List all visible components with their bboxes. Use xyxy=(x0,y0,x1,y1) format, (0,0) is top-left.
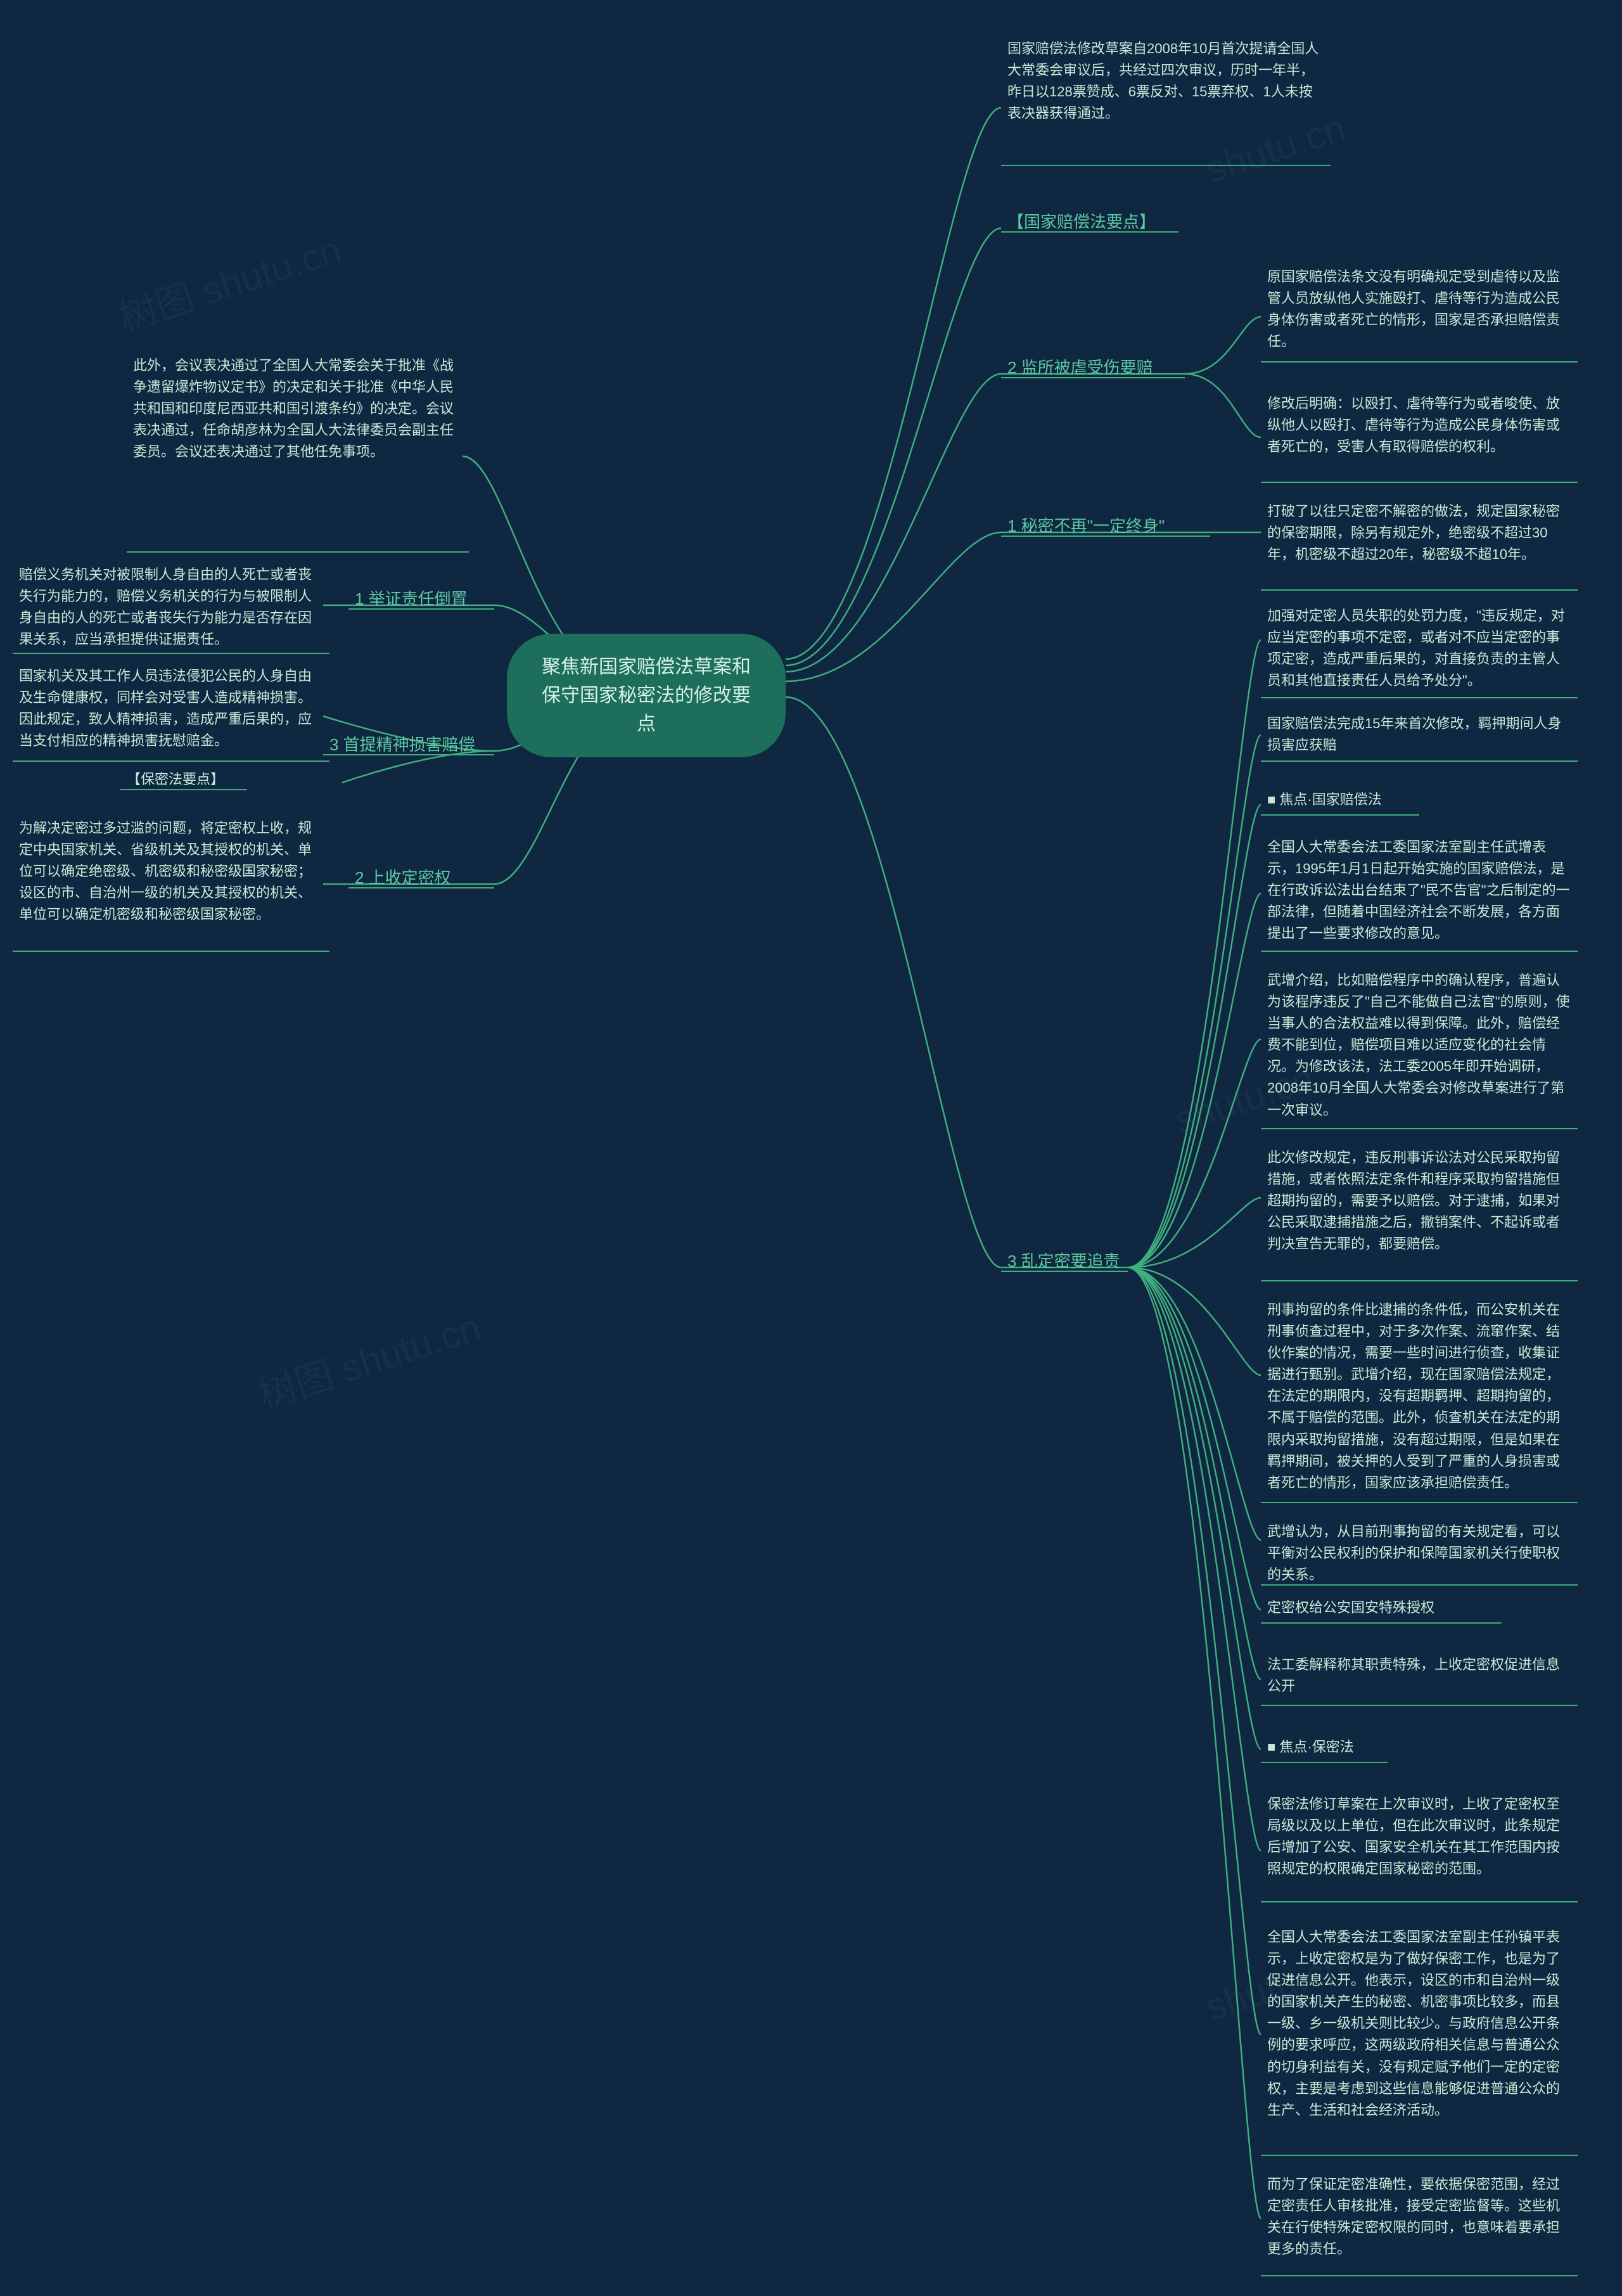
left-b1-label[interactable]: 1 举证责任倒置 xyxy=(355,586,468,610)
right-points-label[interactable]: 【国家赔偿法要点】 xyxy=(1007,209,1156,233)
r3-item-5: 此次修改规定，违反刑事诉讼法对公民采取拘留措施，或者依照法定条件和程序采取拘留措… xyxy=(1267,1147,1571,1255)
r3-item-6: 刑事拘留的条件比逮捕的条件低，而公安机关在刑事侦查过程中，对于多次作案、流窜作案… xyxy=(1267,1299,1571,1494)
right-r2-t2: 修改后明确：以殴打、虐待等行为或者唆使、放纵他人以殴打、虐待等行为造成公民身体伤… xyxy=(1267,393,1571,458)
r3-item-8: 定密权给公安国安特殊授权 xyxy=(1267,1597,1571,1619)
watermark: 树图 shutu.cn xyxy=(250,1297,487,1420)
right-r2-label[interactable]: 2 监所被虐受伤要赔 xyxy=(1007,355,1153,378)
left-b3-label[interactable]: 3 首提精神损害赔偿 xyxy=(329,732,475,755)
right-r1-text: 打破了以往只定密不解密的做法，规定国家秘密的保密期限，除另有规定外，绝密级不超过… xyxy=(1267,501,1571,565)
r3-item-3: 全国人大常委会法工委国家法室副主任武增表示，1995年1月1日起开始实施的国家赔… xyxy=(1267,837,1571,944)
left-b3-text: 国家机关及其工作人员违法侵犯公民的人身自由及生命健康权，同样会对受害人造成精神损… xyxy=(19,665,323,752)
left-b3-sub: 【保密法要点】 xyxy=(127,768,224,788)
left-b2-text: 为解决定密过多过滥的问题，将定密权上收，规定中央国家机关、省级机关及其授权的机关… xyxy=(19,818,323,925)
r3-item-10: ■ 焦点·保密法 xyxy=(1267,1736,1571,1758)
right-r1-label[interactable]: 1 秘密不再"一定终身" xyxy=(1007,513,1165,537)
center-node[interactable]: 聚焦新国家赔偿法草案和保守国家秘密法的修改要点 xyxy=(507,634,786,757)
r3-item-13: 而为了保证定密准确性，要依据保密范围，经过定密责任人审核批准，接受定密监督等。这… xyxy=(1267,2174,1571,2260)
left-intro-text: 此外，会议表决通过了全国人大常委会关于批准《战争遗留爆炸物议定书》的决定和关于批… xyxy=(133,355,463,463)
r3-item-11: 保密法修订草案在上次审议时，上收了定密权至局级以及以上单位，但在此次审议时，此条… xyxy=(1267,1793,1571,1880)
left-b2-label[interactable]: 2 上收定密权 xyxy=(355,865,451,888)
r3-item-12: 全国人大常委会法工委国家法室副主任孙镇平表示，上收定密权是为了做好保密工作，也是… xyxy=(1267,1927,1571,2121)
r3-item-4: 武增介绍，比如赔偿程序中的确认程序，普遍认为该程序违反了"自己不能做自己法官"的… xyxy=(1267,970,1571,1121)
r3-item-1: 国家赔偿法完成15年来首次修改，羁押期间人身损害应获赔 xyxy=(1267,713,1571,756)
r3-item-7: 武增认为，从目前刑事拘留的有关规定看，可以平衡对公民权利的保护和保障国家机关行使… xyxy=(1267,1521,1571,1586)
r3-item-2: ■ 焦点·国家赔偿法 xyxy=(1267,789,1571,811)
right-r2-t1: 原国家赔偿法条文没有明确规定受到虐待以及监管人员放纵他人实施殴打、虐待等行为造成… xyxy=(1267,266,1571,352)
watermark: 树图 shutu.cn xyxy=(111,219,347,343)
center-title: 聚焦新国家赔偿法草案和保守国家秘密法的修改要点 xyxy=(542,657,751,734)
mindmap-canvas: 树图 shutu.cn shutu.cn shutu.cn 树图 shutu.c… xyxy=(0,0,1622,2296)
right-r3-label[interactable]: 3 乱定密要追责 xyxy=(1007,1248,1120,1272)
right-top-text: 国家赔偿法修改草案自2008年10月首次提请全国人大常委会审议后，共经过四次审议… xyxy=(1007,38,1324,124)
r3-item-9: 法工委解释称其职责特殊，上收定密权促进信息公开 xyxy=(1267,1654,1571,1697)
left-b1-text: 赔偿义务机关对被限制人身自由的人死亡或者丧失行为能力的，赔偿义务机关的行为与被限… xyxy=(19,564,323,650)
r3-item-0: 加强对定密人员失职的处罚力度，"违反规定，对应当定密的事项不定密，或者对不应当定… xyxy=(1267,605,1571,691)
